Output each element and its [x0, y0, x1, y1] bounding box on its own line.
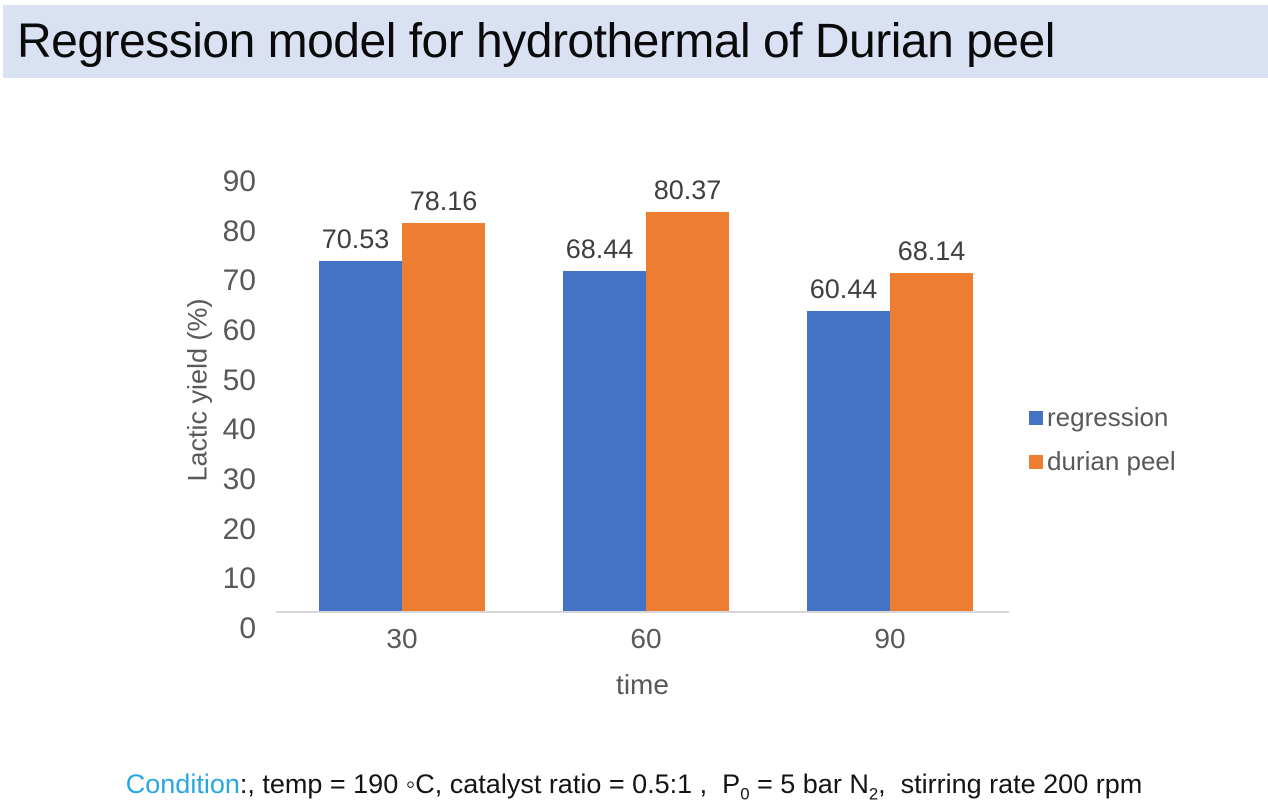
legend-swatch-icon: [1029, 410, 1043, 425]
y-tick-label: 20: [222, 512, 256, 546]
legend-label: regression: [1047, 402, 1169, 432]
y-tick-label: 80: [222, 214, 256, 248]
bar-durian-peel: [646, 211, 729, 611]
legend-item: regression: [1029, 402, 1176, 433]
bar-durian-peel: [402, 222, 485, 611]
y-tick-label: 60: [222, 314, 256, 347]
bar-column: 68.44: [563, 234, 646, 611]
y-axis-ticks: 0 10 20 30 40 50 60 70 80 90: [218, 165, 276, 644]
y-axis-title: Lactic yield (%): [182, 298, 213, 482]
condition-seg2: = 5 bar N: [749, 769, 869, 799]
bar-chart: Lactic yield (%) 0 10 20 30 40 50 60 70 80 90 70.…: [178, 150, 1176, 701]
bar-value-label: 68.14: [897, 235, 966, 266]
y-tick-label: 0: [239, 612, 256, 645]
chart-legend: regression durian peel: [1029, 402, 1176, 477]
y-tick-label: 30: [222, 463, 256, 496]
condition-seg3: , stirring rate 200 rpm: [878, 769, 1143, 799]
bar-regression: [807, 310, 890, 611]
bar-column: 68.14: [890, 236, 973, 611]
bar-regression: [319, 260, 402, 611]
x-tick-label: 30: [386, 623, 418, 654]
bar-column: 60.44: [807, 274, 890, 611]
bar-column: 78.16: [402, 186, 485, 611]
condition-seg1: :, temp = 190 ◦C, catalyst ratio = 0.5:1…: [239, 769, 741, 799]
bar-value-label: 78.16: [409, 185, 478, 216]
bar-value-label: 70.53: [321, 223, 390, 254]
condition-sub-n2: 2: [868, 784, 879, 804]
y-tick-label: 40: [222, 413, 256, 447]
x-axis-labels: 30 60 90: [276, 623, 1009, 655]
legend-item: durian peel: [1029, 446, 1176, 477]
y-tick-label: 10: [222, 562, 256, 596]
x-tick-label: 60: [630, 623, 662, 654]
legend-label: durian peel: [1047, 446, 1176, 476]
bar-group: 70.53 78.16: [319, 186, 485, 611]
bar-group: 68.44 80.37: [563, 175, 729, 611]
y-tick-label: 70: [222, 264, 256, 298]
bar-value-label: 68.44: [565, 234, 634, 265]
bar-group: 60.44 68.14: [807, 236, 973, 611]
legend-swatch-icon: [1029, 454, 1043, 469]
bar-durian-peel: [890, 272, 973, 611]
bar-regression: [563, 271, 646, 611]
title-banner: Regression model for hydrothermal of Dur…: [3, 5, 1268, 78]
y-axis-title-box: Lactic yield (%): [178, 150, 218, 630]
y-tick-label: 50: [222, 363, 256, 397]
condition-line: Condition:, temp = 190 ◦C, catalyst rati…: [0, 769, 1268, 804]
bar-value-label: 80.37: [653, 174, 722, 205]
plot-wrap: 70.53 78.16 68.44 80.37 60.44 68.14 30 60 90 ti…: [276, 166, 1009, 701]
x-axis-title: time: [616, 669, 669, 700]
bar-value-label: 60.44: [809, 273, 878, 304]
x-tick-label: 90: [874, 623, 906, 654]
plot-area: 70.53 78.16 68.44 80.37 60.44 68.14: [276, 166, 1009, 613]
condition-sub-p0: 0: [740, 784, 750, 804]
condition-prefix: Condition: [125, 769, 240, 799]
y-tick-label: 90: [222, 165, 256, 198]
bar-column: 70.53: [319, 224, 402, 611]
page-title: Regression model for hydrothermal of Dur…: [17, 15, 1055, 68]
bar-column: 80.37: [646, 175, 729, 611]
